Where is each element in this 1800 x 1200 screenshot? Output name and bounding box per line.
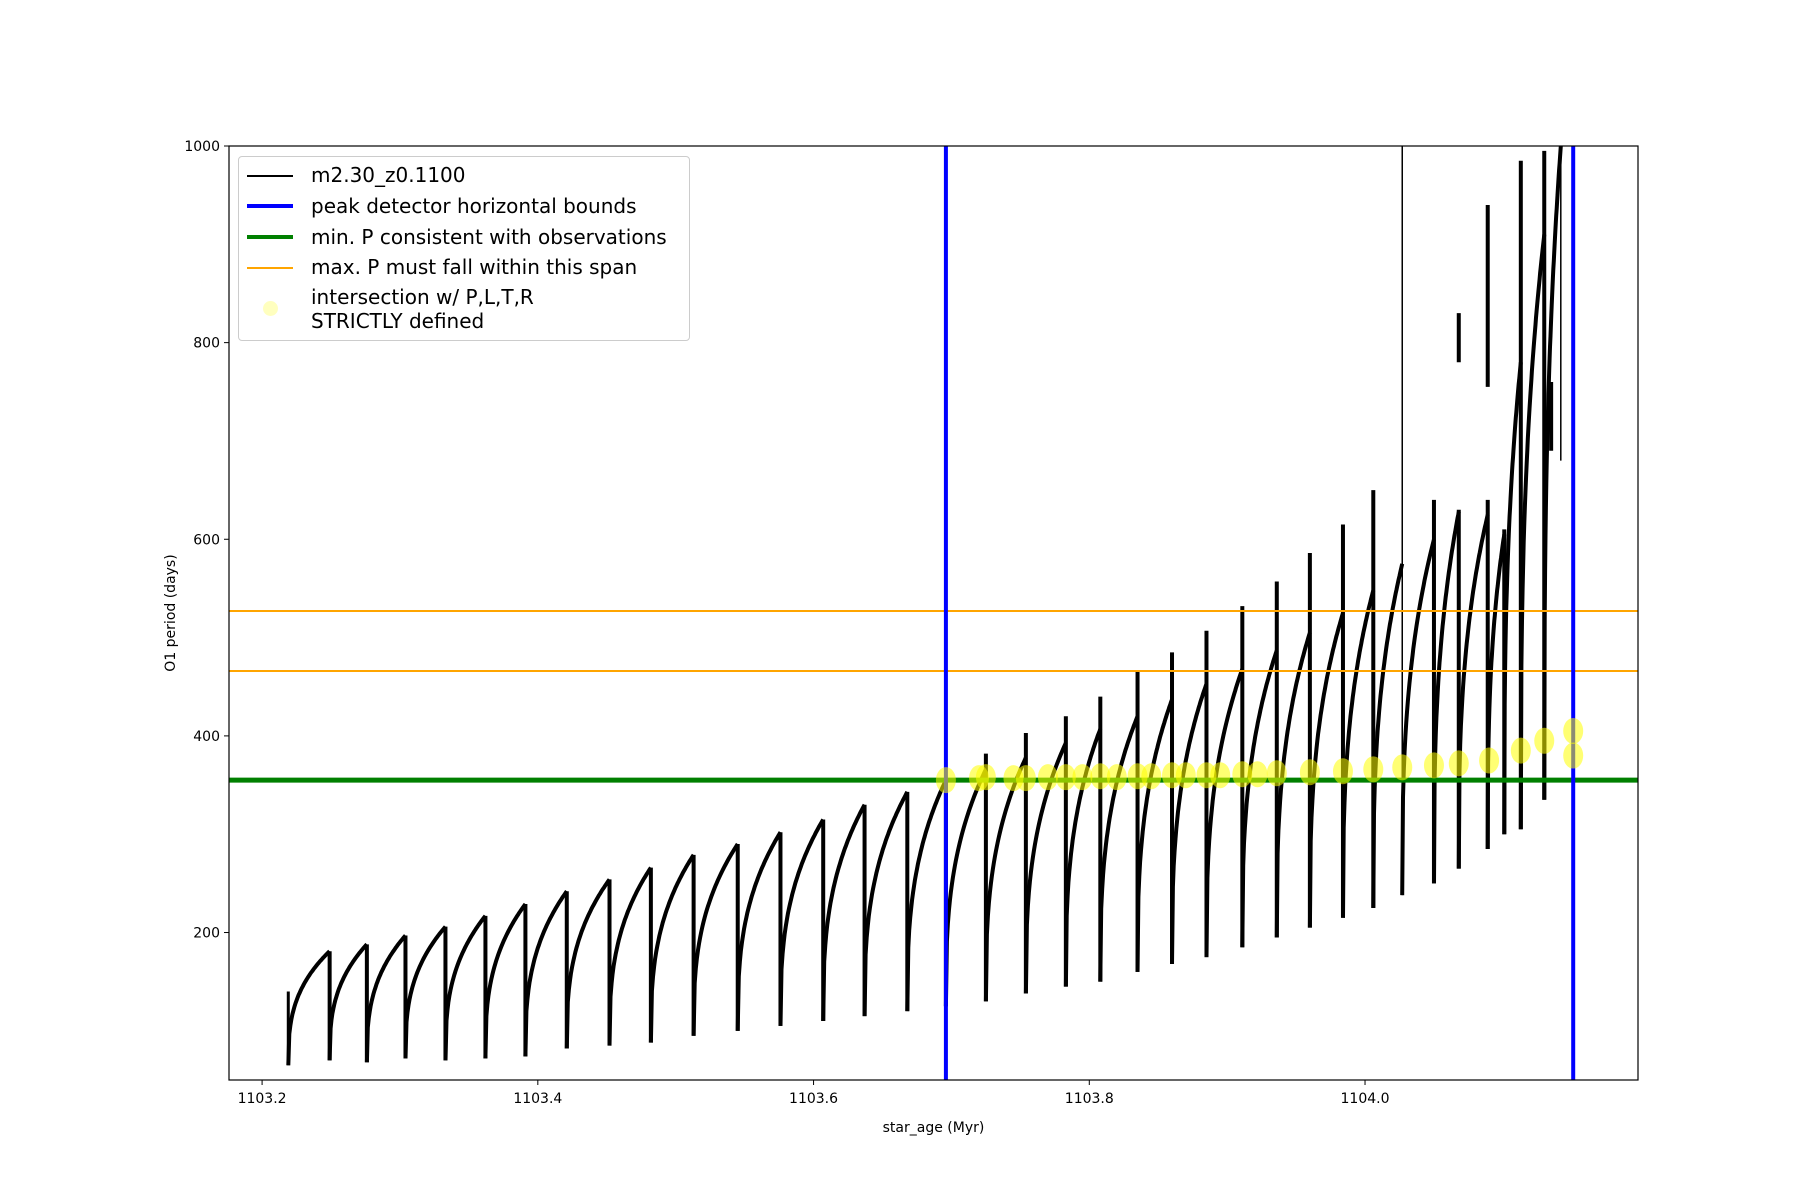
series-pulse-curve (1240, 649, 1279, 948)
x-tick-label: 1103.6 (789, 1091, 838, 1107)
series-pulse-curve (1456, 514, 1490, 869)
axes-frame (228, 145, 1639, 1081)
intersection-point (1141, 763, 1162, 790)
intersection-point (975, 764, 996, 791)
legend-line-blue (247, 196, 293, 216)
series-pulse-curve (443, 914, 487, 1061)
intersection-point (1196, 762, 1217, 789)
y-tick-label: 200 (193, 926, 220, 942)
legend-label: m2.30_z0.1100 (311, 163, 466, 187)
y-tick-label: 400 (193, 729, 220, 745)
series-pulse-curve (483, 902, 528, 1059)
series-pulse-curve (564, 878, 612, 1049)
series-pulse-curve (905, 779, 948, 1012)
series-pulse-curve (1023, 741, 1068, 994)
intersection-point (1055, 764, 1076, 791)
intersection-point (1210, 762, 1231, 789)
series-pulse-curve (862, 790, 910, 1017)
intersection-point (1363, 756, 1384, 783)
series-pulse-curve (1098, 715, 1140, 982)
series-pulse-curve (1518, 234, 1547, 830)
intersection-point (1299, 759, 1320, 786)
intersection-point (1266, 760, 1287, 787)
intersection-point (1392, 754, 1413, 781)
intersection-point (1015, 765, 1036, 792)
legend-item-min-p: min. P consistent with observations (239, 223, 667, 251)
legend-line-green (247, 227, 293, 247)
y-tick-label: 600 (193, 532, 220, 548)
intersection-point (1127, 763, 1148, 790)
intersection-point (1232, 761, 1253, 788)
intersection-point (1037, 764, 1058, 791)
series-pulse-curve (1341, 589, 1376, 918)
intersection-point (1563, 717, 1584, 744)
series-pulse-curve (1274, 632, 1312, 938)
series-pulse-curve (1432, 511, 1461, 884)
y-tick-label: 1000 (184, 139, 220, 155)
series-pulse-curve (403, 925, 448, 1059)
series-pulse-curve (691, 842, 740, 1036)
series-pulse-curve (821, 803, 867, 1022)
series-pulse-curve (778, 818, 825, 1026)
y-tick-label: 800 (193, 336, 220, 352)
series-pulse-curve (1542, 146, 1563, 800)
series-pulse-curve (1204, 668, 1245, 958)
intersection-point (1332, 758, 1353, 785)
intersection-point (935, 767, 956, 794)
legend-line-black (247, 165, 293, 185)
intersection-point (1247, 761, 1268, 788)
y-axis-label: O1 period (days) (163, 554, 179, 671)
series-pulse-curve (1371, 563, 1405, 908)
series-pulse-curve (523, 890, 569, 1057)
x-axis-label: star_age (Myr) (883, 1120, 985, 1136)
series-pulse-curve (983, 756, 1028, 1002)
intersection-point (1090, 763, 1111, 790)
intersection-point (1534, 727, 1555, 754)
legend: m2.30_z0.1100 peak detector horizontal b… (238, 156, 690, 341)
intersection-point (1162, 762, 1183, 789)
intersection-point (1479, 747, 1500, 774)
x-tick-label: 1104.0 (1341, 1091, 1390, 1107)
intersection-point (1563, 742, 1584, 769)
legend-label: peak detector horizontal bounds (311, 194, 637, 218)
series-pulse-curve (364, 934, 407, 1063)
series-pulse-curve (327, 942, 369, 1061)
intersection-point (1510, 737, 1531, 764)
intersection-point (1175, 762, 1196, 789)
series-pulse-curve (1502, 362, 1523, 835)
series-pulse-curve (286, 949, 332, 1066)
intersection-point (1423, 752, 1444, 779)
series-pulse-curve (1307, 612, 1345, 928)
legend-label: max. P must fall within this span (311, 255, 638, 279)
legend-item-intersection: intersection w/ P,L,T,R STRICTLY defined (239, 283, 534, 335)
legend-label: min. P consistent with observations (311, 225, 667, 249)
legend-label: intersection w/ P,L,T,R STRICTLY defined (311, 285, 534, 333)
series-pulse-curve (607, 866, 653, 1046)
intersection-point (1448, 750, 1469, 777)
legend-item-max-p: max. P must fall within this span (239, 253, 637, 281)
legend-item-peak-bounds: peak detector horizontal bounds (239, 192, 637, 220)
plot-content (229, 146, 1638, 1080)
intersection-point (1106, 764, 1127, 791)
series-pulse-curve (735, 831, 783, 1031)
legend-marker-yellow (247, 299, 293, 319)
legend-item-model: m2.30_z0.1100 (239, 161, 466, 189)
legend-line-orange (247, 257, 293, 277)
x-tick-label: 1103.2 (238, 1091, 287, 1107)
series-pulse-curve (943, 768, 988, 1007)
series-pulse-curve (1400, 538, 1436, 896)
intersection-point (1072, 764, 1093, 791)
series-pulse-curve (648, 853, 696, 1043)
x-tick-label: 1103.8 (1065, 1091, 1114, 1107)
series-pulse-curve (1170, 683, 1209, 965)
x-tick-label: 1103.4 (513, 1091, 562, 1107)
series-pulse-curve (1135, 698, 1174, 972)
series-pulse-curve (1485, 534, 1507, 850)
